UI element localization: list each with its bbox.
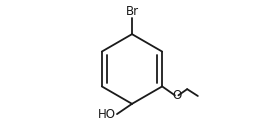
Text: O: O <box>172 89 181 103</box>
Text: Br: Br <box>125 5 139 18</box>
Text: HO: HO <box>98 108 116 121</box>
